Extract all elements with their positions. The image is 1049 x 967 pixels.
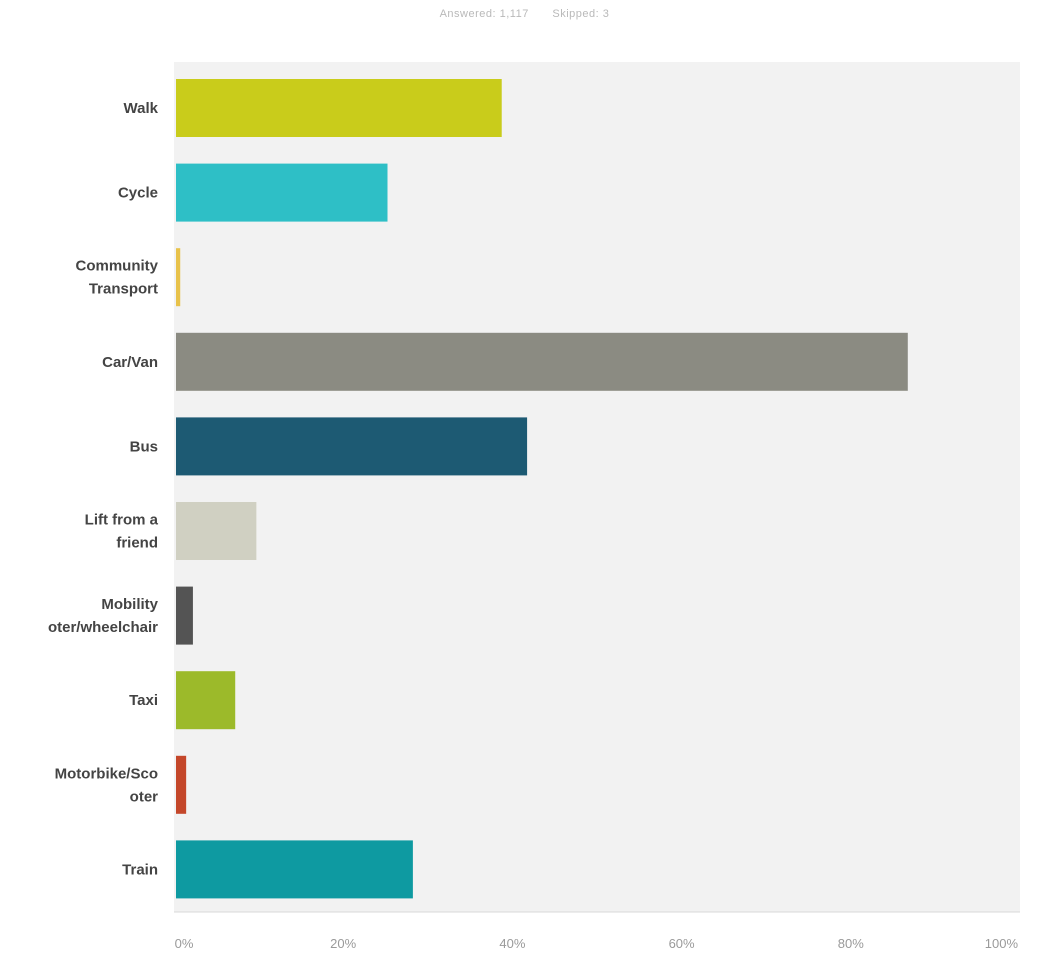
category-label-7: Taxi [129,692,158,709]
answered-count: Answered: 1,117 [439,8,529,20]
x-tick-label-4: 80% [838,936,864,951]
bar-3 [176,332,908,391]
category-label-9: Train [122,861,158,878]
x-axis-ticks: 0% 20% 40% 60% 80% 100% [175,936,1019,951]
bars-layer [176,79,908,899]
category-label-8: Motorbike/Sco oter [55,765,159,805]
bar-1 [176,163,388,222]
category-label-5: Lift from a friend [85,512,159,552]
category-label-3: Car/Van [102,354,158,371]
category-label-0: Walk [124,100,159,117]
bar-0 [176,79,502,137]
bar-8 [176,755,187,814]
response-stats: Answered: 1,117 Skipped: 3 [0,8,1049,20]
bar-2 [176,248,181,307]
x-tick-label-2: 40% [499,936,525,951]
category-label-6: Mobility oter/wheelchair [48,596,159,636]
bar-9 [176,840,413,899]
x-tick-label-5: 100% [985,936,1019,951]
x-tick-label-1: 20% [330,936,356,951]
bar-7 [176,671,236,730]
bar-5 [176,502,257,560]
skipped-count: Skipped: 3 [552,8,610,20]
category-label-1: Cycle [118,185,158,202]
x-tick-label-0: 0% [175,936,194,951]
bar-4 [176,417,528,476]
category-label-2: Community Transport [76,258,159,298]
category-label-4: Bus [130,438,158,455]
bar-6 [176,586,193,645]
x-tick-label-3: 60% [669,936,695,951]
category-labels: Walk Cycle Community Transport Car/Van Bus Lif… [48,100,159,878]
